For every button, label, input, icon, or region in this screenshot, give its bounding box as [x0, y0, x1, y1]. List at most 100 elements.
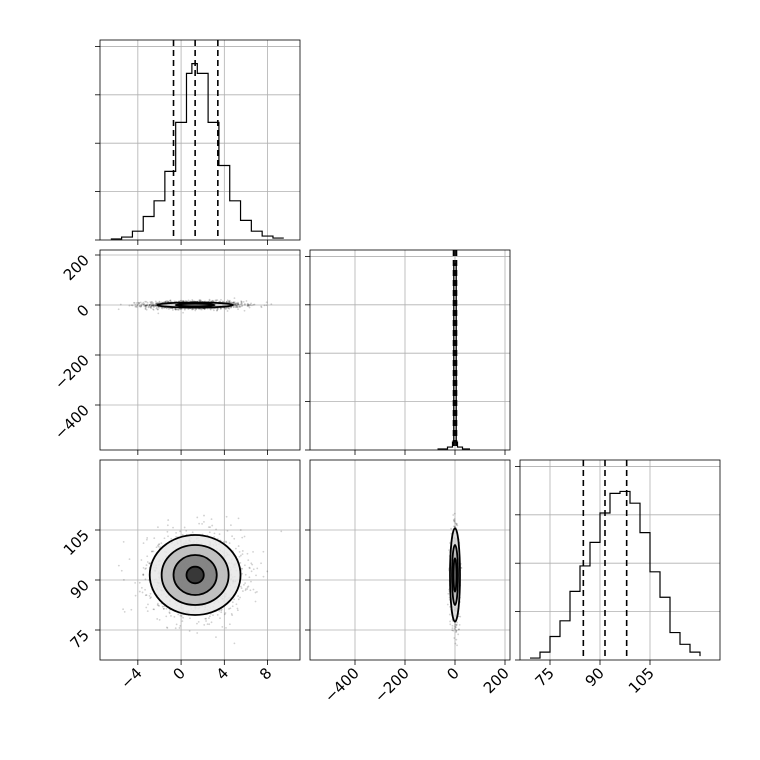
sample-point	[455, 523, 458, 525]
sample-point	[138, 302, 141, 304]
sample-point	[169, 299, 171, 302]
sample-point	[152, 303, 155, 306]
sample-point	[177, 613, 180, 616]
sample-point	[239, 561, 242, 564]
sample-point	[142, 574, 145, 577]
sample-point	[249, 589, 252, 592]
sample-point	[452, 514, 455, 516]
sample-point	[163, 607, 165, 610]
sample-point	[161, 605, 164, 608]
sample-point	[212, 614, 214, 616]
sample-point	[144, 588, 146, 591]
sample-point	[168, 307, 171, 310]
sample-point	[249, 303, 252, 306]
sample-point	[262, 575, 265, 578]
sample-point	[228, 301, 231, 304]
sample-point	[226, 300, 229, 303]
sample-point	[167, 519, 170, 521]
sample-point	[226, 529, 229, 532]
sample-point	[265, 301, 268, 304]
sample-point	[460, 567, 463, 569]
sample-point	[224, 308, 227, 310]
sample-point	[165, 607, 168, 610]
sample-point	[148, 304, 151, 306]
sample-point	[173, 300, 176, 303]
sample-point	[198, 300, 201, 302]
sample-point	[215, 636, 217, 638]
sample-point	[248, 306, 251, 309]
sample-point	[211, 300, 213, 302]
sample-point	[148, 304, 150, 307]
sample-point	[235, 306, 238, 308]
sample-point	[459, 615, 462, 618]
sample-point	[215, 300, 217, 303]
sample-point	[205, 617, 208, 620]
sample-point	[158, 604, 161, 607]
sample-point	[157, 545, 160, 548]
sample-point	[455, 638, 458, 641]
histogram-step	[530, 490, 701, 659]
sample-point	[457, 633, 460, 636]
panel-frame	[309, 459, 511, 661]
sample-point	[236, 306, 239, 309]
sample-point	[160, 301, 163, 304]
sample-point	[241, 550, 244, 552]
sample-point	[225, 307, 228, 310]
sample-point	[195, 308, 198, 310]
sample-point	[248, 566, 251, 569]
sample-point	[216, 309, 219, 312]
sample-point	[140, 586, 143, 589]
sample-point	[156, 603, 159, 606]
sample-point	[140, 305, 143, 308]
sample-point	[219, 307, 222, 310]
sample-point	[131, 304, 134, 307]
sample-point	[181, 620, 184, 623]
sample-point	[236, 305, 239, 308]
histogram-step	[110, 63, 284, 240]
sample-point	[232, 301, 235, 304]
sample-point	[122, 579, 125, 581]
sample-point	[142, 566, 145, 569]
sample-point	[455, 631, 458, 634]
sample-point	[234, 306, 237, 309]
sample-point	[246, 305, 249, 307]
sample-point	[246, 586, 249, 589]
sample-point	[228, 542, 231, 545]
sample-point	[170, 537, 173, 540]
sample-point	[244, 582, 246, 585]
sample-point	[241, 590, 244, 592]
sample-point	[458, 623, 461, 626]
panel-frame	[99, 249, 301, 451]
sample-point	[158, 543, 161, 545]
sample-point	[158, 300, 161, 303]
sample-point	[148, 304, 151, 306]
sample-point	[130, 608, 133, 611]
sample-point	[152, 308, 155, 311]
sample-point	[452, 519, 455, 522]
sample-point	[149, 306, 152, 309]
sample-point	[237, 302, 240, 305]
sample-point	[248, 304, 251, 307]
sample-point	[157, 308, 159, 311]
sample-point	[155, 301, 158, 304]
sample-point	[240, 587, 243, 590]
sample-point	[128, 304, 131, 307]
sample-point	[151, 550, 154, 553]
sample-point	[148, 594, 151, 597]
sample-point	[144, 307, 147, 310]
sample-point	[214, 299, 217, 302]
sample-point	[238, 550, 241, 553]
sample-point	[224, 540, 227, 543]
x-tick-label: 8	[256, 664, 275, 683]
sample-point	[235, 302, 238, 305]
sample-point	[266, 570, 269, 573]
sample-point	[150, 305, 153, 308]
sample-point	[136, 304, 139, 307]
sample-point	[165, 615, 168, 618]
contour-line	[156, 301, 234, 309]
panel-frame	[309, 249, 511, 451]
sample-point	[153, 537, 156, 540]
sample-point	[210, 621, 213, 624]
sample-point	[157, 543, 160, 546]
sample-point	[178, 627, 181, 629]
